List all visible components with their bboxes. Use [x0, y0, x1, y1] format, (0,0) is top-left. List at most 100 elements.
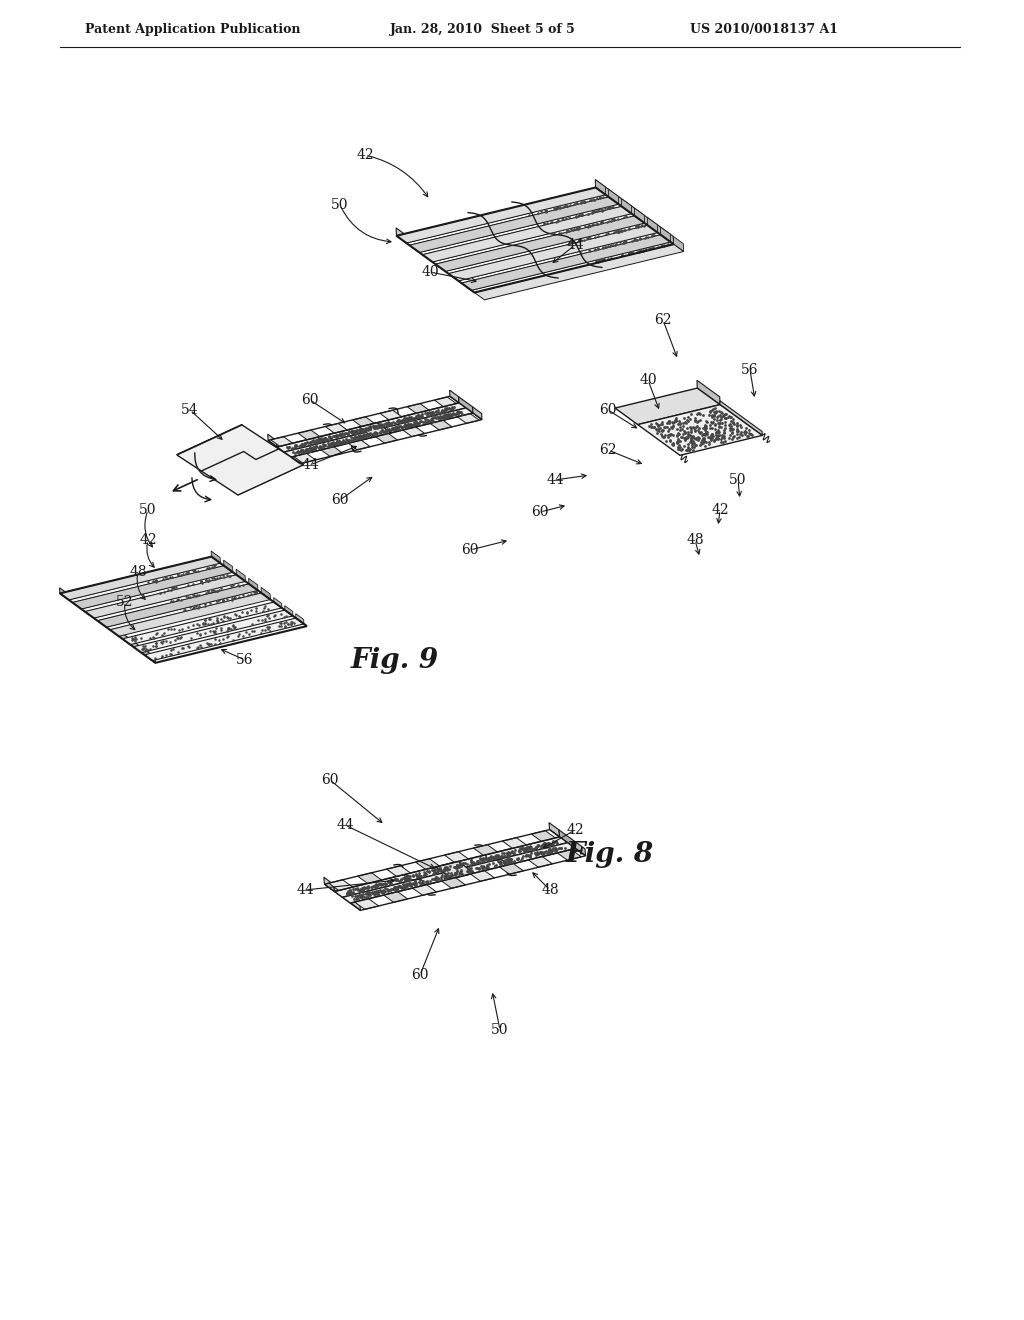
Text: 44: 44	[336, 818, 354, 832]
Text: 60: 60	[322, 774, 339, 787]
Polygon shape	[357, 873, 382, 883]
Polygon shape	[321, 446, 343, 457]
Polygon shape	[144, 618, 304, 660]
Polygon shape	[261, 587, 270, 599]
Text: Fig. 9: Fig. 9	[351, 647, 439, 673]
Polygon shape	[449, 226, 657, 281]
Polygon shape	[97, 583, 258, 627]
Polygon shape	[720, 401, 762, 436]
Polygon shape	[335, 837, 567, 898]
Polygon shape	[94, 581, 249, 620]
Polygon shape	[608, 189, 618, 205]
Polygon shape	[434, 397, 457, 407]
Polygon shape	[528, 857, 552, 867]
Polygon shape	[133, 610, 293, 652]
Polygon shape	[402, 426, 425, 437]
Polygon shape	[334, 884, 350, 903]
Polygon shape	[471, 242, 674, 293]
Polygon shape	[85, 574, 246, 618]
Text: 42: 42	[566, 822, 584, 837]
Polygon shape	[474, 244, 684, 300]
Polygon shape	[622, 198, 632, 214]
Polygon shape	[237, 569, 246, 581]
Polygon shape	[69, 564, 224, 602]
Polygon shape	[177, 424, 242, 455]
Text: 44: 44	[296, 883, 314, 898]
Polygon shape	[458, 413, 479, 424]
Polygon shape	[549, 822, 559, 837]
Polygon shape	[459, 397, 473, 413]
Polygon shape	[473, 845, 498, 855]
Text: 56: 56	[741, 363, 759, 378]
Polygon shape	[249, 578, 258, 590]
Polygon shape	[444, 851, 468, 862]
Text: 48: 48	[542, 883, 559, 898]
Polygon shape	[473, 407, 482, 420]
Polygon shape	[647, 218, 657, 232]
Polygon shape	[432, 214, 635, 264]
Polygon shape	[106, 590, 261, 630]
Polygon shape	[595, 180, 605, 195]
Polygon shape	[407, 195, 608, 246]
Polygon shape	[291, 451, 300, 463]
Polygon shape	[384, 892, 408, 903]
Text: 48: 48	[129, 565, 146, 579]
Polygon shape	[638, 405, 762, 455]
Polygon shape	[387, 866, 411, 876]
Polygon shape	[459, 232, 660, 282]
Polygon shape	[354, 899, 379, 909]
Polygon shape	[278, 403, 466, 451]
Polygon shape	[270, 437, 293, 446]
Polygon shape	[660, 227, 671, 242]
Polygon shape	[273, 598, 282, 609]
Polygon shape	[430, 420, 452, 430]
Polygon shape	[697, 380, 720, 405]
Text: 54: 54	[181, 403, 199, 417]
Polygon shape	[574, 842, 586, 855]
Text: 50: 50	[729, 473, 746, 487]
Polygon shape	[396, 187, 605, 243]
Text: 62: 62	[599, 444, 616, 457]
Polygon shape	[470, 871, 495, 882]
Polygon shape	[500, 863, 523, 874]
Polygon shape	[352, 417, 375, 426]
Polygon shape	[450, 391, 459, 403]
Text: 60: 60	[412, 968, 429, 982]
Text: 50: 50	[492, 1023, 509, 1038]
Polygon shape	[326, 424, 347, 433]
Polygon shape	[435, 216, 644, 272]
Polygon shape	[211, 550, 220, 564]
Polygon shape	[81, 573, 237, 611]
Polygon shape	[615, 388, 720, 425]
Polygon shape	[423, 206, 632, 261]
Polygon shape	[441, 878, 466, 888]
Polygon shape	[376, 433, 397, 444]
Text: US 2010/0018137 A1: US 2010/0018137 A1	[690, 24, 838, 37]
Polygon shape	[110, 593, 270, 636]
Polygon shape	[342, 842, 575, 903]
Text: 60: 60	[331, 492, 349, 507]
Polygon shape	[285, 606, 293, 616]
Polygon shape	[296, 614, 304, 624]
Text: 60: 60	[531, 506, 549, 519]
Text: 44: 44	[546, 473, 564, 487]
Polygon shape	[59, 587, 156, 663]
Text: 42: 42	[712, 503, 729, 517]
Polygon shape	[413, 884, 436, 895]
Polygon shape	[595, 180, 674, 244]
Polygon shape	[420, 205, 622, 255]
Text: 40: 40	[639, 374, 656, 387]
Text: 42: 42	[356, 148, 374, 162]
Text: 60: 60	[461, 543, 479, 557]
Text: 52: 52	[117, 595, 134, 609]
Text: 48: 48	[686, 533, 703, 546]
Text: 60: 60	[599, 403, 616, 417]
Polygon shape	[223, 560, 232, 573]
Polygon shape	[380, 411, 401, 420]
Text: 60: 60	[301, 393, 318, 407]
Text: 44: 44	[301, 458, 318, 473]
Polygon shape	[408, 404, 429, 413]
Text: 40: 40	[421, 265, 439, 279]
Polygon shape	[410, 197, 618, 252]
Polygon shape	[348, 440, 370, 450]
